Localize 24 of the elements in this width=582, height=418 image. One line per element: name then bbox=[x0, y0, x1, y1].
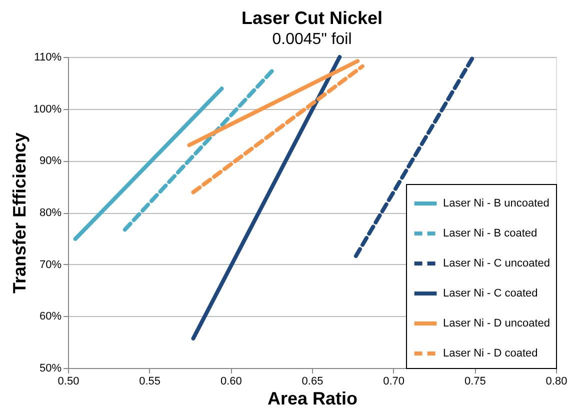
y-axis-title: Transfer Efficiency bbox=[9, 132, 30, 294]
y-tick-label: 80% bbox=[39, 207, 62, 219]
y-tick-label: 50% bbox=[39, 362, 62, 374]
x-tick-label: 0.70 bbox=[383, 376, 405, 388]
legend-label: Laser Ni - C coated bbox=[443, 288, 538, 300]
chart-subtitle: 0.0045" foil bbox=[272, 31, 352, 48]
y-tick-label: 110% bbox=[34, 52, 62, 64]
x-tick-label: 0.75 bbox=[464, 376, 486, 388]
x-axis-title: Area Ratio bbox=[267, 388, 358, 408]
chart-title: Laser Cut Nickel bbox=[241, 8, 383, 28]
x-tick-label: 0.55 bbox=[139, 376, 161, 388]
x-tick-label: 0.60 bbox=[220, 376, 242, 388]
legend-label: Laser Ni - C uncoated bbox=[443, 258, 550, 270]
y-tick-label: 70% bbox=[39, 258, 62, 271]
legend-label: Laser Ni - D coated bbox=[443, 348, 538, 360]
legend-label: Laser Ni - B coated bbox=[443, 228, 538, 240]
x-tick-label: 0.50 bbox=[58, 376, 80, 388]
x-tick-label: 0.65 bbox=[302, 376, 324, 388]
x-tick-label: 0.80 bbox=[546, 376, 568, 388]
legend-label: Laser Ni - D uncoated bbox=[443, 318, 550, 330]
y-tick-label: 100% bbox=[33, 103, 62, 116]
y-tick-label: 60% bbox=[39, 310, 62, 323]
y-tick-label: 90% bbox=[39, 155, 62, 168]
legend-label: Laser Ni - B uncoated bbox=[443, 198, 550, 210]
